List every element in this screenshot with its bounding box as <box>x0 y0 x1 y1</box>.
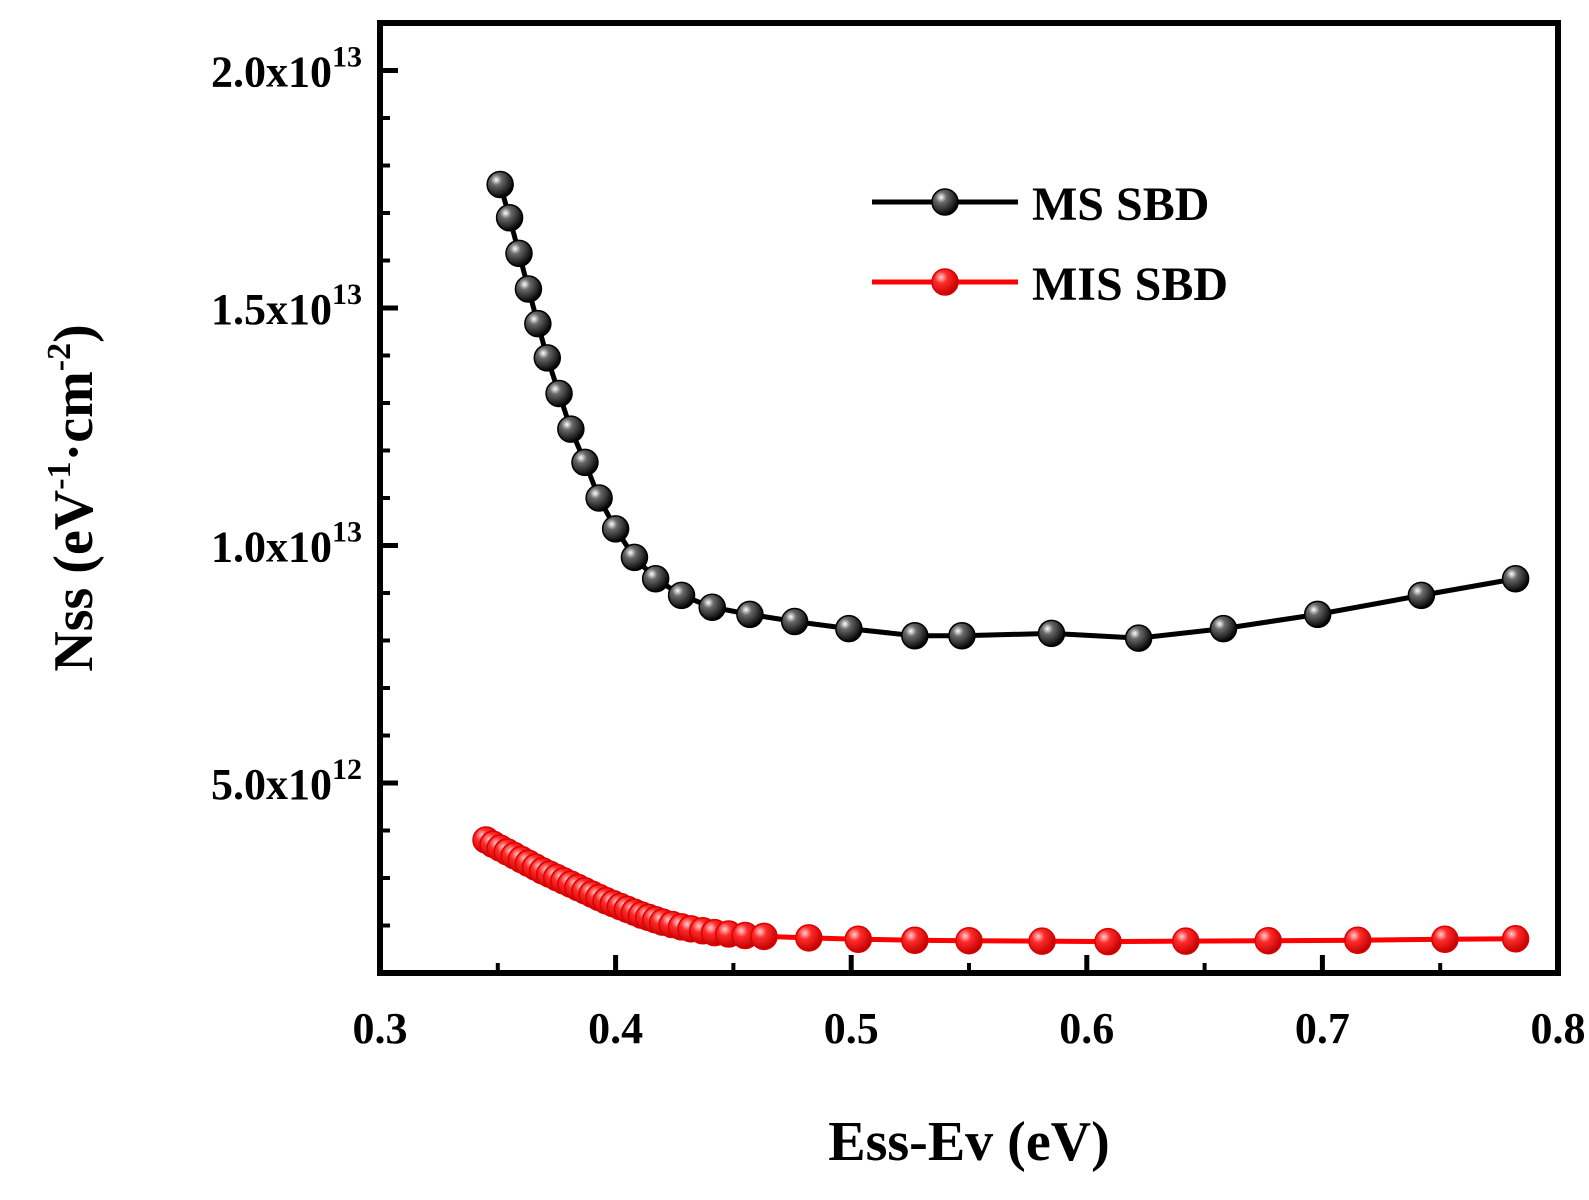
y-tick-label: 5.0x1012 <box>211 753 362 809</box>
data-point-ms-sbd <box>698 593 726 621</box>
x-tick-label: 0.8 <box>1531 1004 1586 1053</box>
data-point-ms-sbd <box>495 204 524 232</box>
series-layer <box>472 170 1530 956</box>
data-point-ms-sbd <box>585 484 613 512</box>
data-point-mis-sbd <box>1254 926 1282 955</box>
y-axis-title-end: ) <box>43 324 105 343</box>
y-axis-title-mid: ·cm <box>43 371 105 461</box>
data-point-mis-sbd <box>1501 925 1530 953</box>
legend: MS SBD MIS SBD <box>872 178 1228 311</box>
data-point-mis-sbd <box>750 922 778 951</box>
data-point-ms-sbd <box>1124 624 1153 652</box>
y-tick-label: 2.0x1013 <box>211 41 362 97</box>
data-point-ms-sbd <box>505 239 533 268</box>
y-axis-title-exp1: -1 <box>41 461 78 489</box>
x-tick-label: 0.7 <box>1295 1004 1350 1053</box>
legend-marker-ms-sbd <box>931 188 959 216</box>
data-point-ms-sbd <box>620 543 649 572</box>
x-axis-title: Ess-Ev (eV) <box>828 1111 1110 1173</box>
x-tick-label: 0.5 <box>824 1004 879 1053</box>
data-point-ms-sbd <box>1407 581 1436 610</box>
legend-marker-mis-sbd <box>931 268 959 296</box>
y-tick-label: 1.5x1013 <box>211 278 362 334</box>
x-tick-label: 0.3 <box>353 1004 408 1053</box>
data-point-mis-sbd <box>795 924 823 952</box>
data-point-ms-sbd <box>557 415 585 443</box>
legend-label-ms-sbd: MS SBD <box>1032 178 1209 231</box>
data-point-ms-sbd <box>641 565 670 593</box>
data-point-ms-sbd <box>533 344 562 372</box>
data-point-ms-sbd <box>780 607 809 636</box>
y-axis-title: Nss (eV-1·cm-2) <box>41 324 105 671</box>
data-point-mis-sbd <box>1172 927 1200 955</box>
plot-frame <box>377 20 1561 976</box>
y-axis-title-exp2: -2 <box>41 343 78 371</box>
y-axis-title-base: Nss (eV <box>43 490 105 672</box>
data-point-ms-sbd <box>1037 619 1066 648</box>
data-point-ms-sbd <box>1209 614 1238 643</box>
data-point-ms-sbd <box>901 622 929 650</box>
data-point-ms-sbd <box>835 614 863 643</box>
data-point-ms-sbd <box>736 600 764 629</box>
data-point-ms-sbd <box>1501 565 1530 593</box>
y-tick-label: 1.0x1013 <box>211 516 362 572</box>
data-point-mis-sbd <box>1431 925 1459 954</box>
x-axis-ticks: 0.3 0.4 0.5 0.6 0.7 0.8 <box>353 955 1586 1053</box>
legend-label-mis-sbd: MIS SBD <box>1032 258 1228 311</box>
data-point-mis-sbd <box>1094 927 1122 956</box>
data-point-ms-sbd <box>486 170 514 199</box>
data-point-ms-sbd <box>601 515 630 543</box>
y-axis-ticks: 5.0x1012 1.0x1013 1.5x1013 2.0x1013 <box>211 21 398 928</box>
data-point-mis-sbd <box>1343 926 1372 954</box>
data-point-mis-sbd <box>844 925 873 954</box>
data-point-ms-sbd <box>1303 600 1332 629</box>
x-tick-label: 0.6 <box>1059 1004 1114 1053</box>
data-point-ms-sbd <box>514 275 543 303</box>
data-point-ms-sbd <box>667 581 696 610</box>
data-point-ms-sbd <box>545 379 573 408</box>
data-point-ms-sbd <box>948 622 976 650</box>
data-point-mis-sbd <box>1028 927 1056 955</box>
data-point-mis-sbd <box>955 926 983 955</box>
data-point-mis-sbd <box>901 926 929 954</box>
x-tick-label: 0.4 <box>588 1004 643 1053</box>
data-point-ms-sbd <box>571 448 599 477</box>
data-point-ms-sbd <box>524 309 552 338</box>
